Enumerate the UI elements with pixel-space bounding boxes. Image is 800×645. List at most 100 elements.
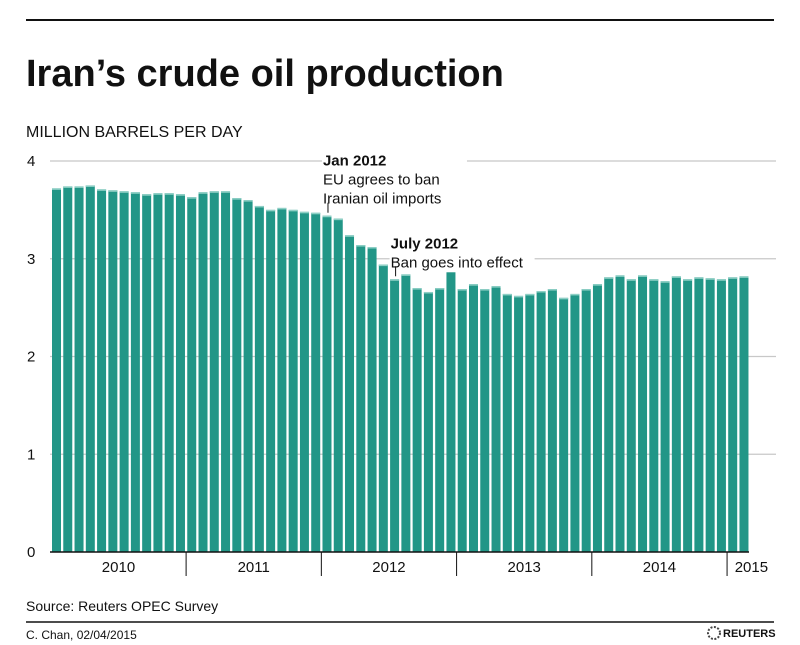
bar <box>412 288 422 552</box>
bar <box>74 186 84 553</box>
bar-top-highlight <box>164 193 174 195</box>
bar-top-highlight <box>198 192 208 194</box>
bar-top-highlight <box>468 284 478 286</box>
bar-top-highlight <box>299 211 309 214</box>
bar-top-highlight <box>130 192 140 194</box>
source-note: Source: Reuters OPEC Survey <box>26 598 218 614</box>
y-tick-label: 3 <box>27 251 35 268</box>
bar <box>198 192 208 552</box>
x-tick-label: 2012 <box>372 559 405 576</box>
bar <box>356 245 366 552</box>
bar-top-highlight <box>221 191 231 193</box>
bar-top-highlight <box>311 212 321 215</box>
bar <box>649 279 659 552</box>
bar-top-highlight <box>108 190 118 192</box>
bar <box>480 289 490 552</box>
bar-top-highlight <box>570 293 580 296</box>
bar-top-highlight <box>514 295 524 298</box>
bar <box>683 279 693 552</box>
bar-top-highlight <box>378 264 388 267</box>
credit: C. Chan, 02/04/2015 <box>26 628 137 642</box>
bar-top-highlight <box>119 191 129 193</box>
bar <box>299 211 309 552</box>
bar <box>108 190 118 552</box>
reuters-logo-icon <box>707 626 721 640</box>
reuters-logo-text: REUTERS <box>723 628 776 640</box>
bar <box>153 193 163 552</box>
y-tick-label: 2 <box>27 349 35 366</box>
bar-top-highlight <box>660 281 670 283</box>
bar-top-highlight <box>705 278 715 280</box>
bar-top-highlight <box>559 297 569 300</box>
bar <box>345 235 355 553</box>
bar <box>142 194 152 553</box>
bar <box>209 191 219 553</box>
bar-top-highlight <box>367 247 377 249</box>
chart-title: Iran’s crude oil production <box>26 53 504 95</box>
bar <box>119 191 129 553</box>
bar-top-highlight <box>97 189 107 191</box>
bar <box>288 209 298 552</box>
bar-top-highlight <box>356 245 366 247</box>
bar-top-highlight <box>232 198 242 200</box>
bar-top-highlight <box>142 194 152 196</box>
bar <box>378 264 388 552</box>
bar <box>694 277 704 552</box>
bar-top-highlight <box>63 186 73 188</box>
bar-top-highlight <box>277 207 287 210</box>
bar <box>333 218 343 553</box>
bar <box>491 286 501 552</box>
bar-top-highlight <box>345 235 355 237</box>
bar-top-highlight <box>187 197 197 199</box>
bar-top-highlight <box>153 193 163 195</box>
bar <box>716 279 726 552</box>
bar-top-highlight <box>502 293 512 296</box>
bar <box>423 291 433 552</box>
bar <box>187 197 197 553</box>
bar <box>401 274 411 552</box>
bar <box>97 189 107 552</box>
y-axis-label: MILLION BARRELS PER DAY <box>26 124 243 141</box>
bar-top-highlight <box>52 188 61 190</box>
bar-top-highlight <box>592 284 602 286</box>
annotation: July 2012 Ban goes into effect <box>389 232 535 277</box>
bar-top-highlight <box>333 218 343 221</box>
bar <box>671 276 681 552</box>
y-tick-label: 1 <box>27 446 35 463</box>
bar-top-highlight <box>74 186 84 188</box>
annotation-title: Jan 2012 <box>323 153 386 170</box>
x-tick-label: 2010 <box>102 559 135 576</box>
bar-top-highlight <box>638 275 648 277</box>
annotation: Jan 2012 EU agrees to ban Iranian oil impo… <box>321 149 467 213</box>
bar <box>581 289 591 552</box>
bar-top-highlight <box>457 289 467 291</box>
bar <box>254 205 264 552</box>
bar <box>446 264 456 552</box>
bar <box>322 215 332 553</box>
bar <box>502 293 512 552</box>
bar <box>547 289 557 552</box>
y-tick-label: 0 <box>27 544 35 561</box>
bar-top-highlight <box>243 200 253 202</box>
bar-top-highlight <box>547 289 557 291</box>
annotation-bg <box>389 232 535 273</box>
bar-top-highlight <box>604 277 614 279</box>
bar-top-highlight <box>716 279 726 281</box>
bar-top-highlight <box>266 209 276 212</box>
y-tick-label: 4 <box>27 153 35 170</box>
bar <box>232 198 242 552</box>
bar <box>536 291 546 552</box>
reuters-logo: REUTERS <box>707 626 776 640</box>
annotation-title: July 2012 <box>391 235 459 252</box>
bar <box>266 209 276 552</box>
bar-top-highlight <box>480 289 490 291</box>
bar <box>638 275 648 552</box>
bar <box>514 295 524 552</box>
bar-top-highlight <box>423 291 433 294</box>
bar-top-highlight <box>581 289 591 291</box>
bar <box>85 185 95 552</box>
bar <box>435 288 445 552</box>
bar-top-highlight <box>739 276 749 278</box>
annotation-text: Ban goes into effect <box>391 254 524 271</box>
